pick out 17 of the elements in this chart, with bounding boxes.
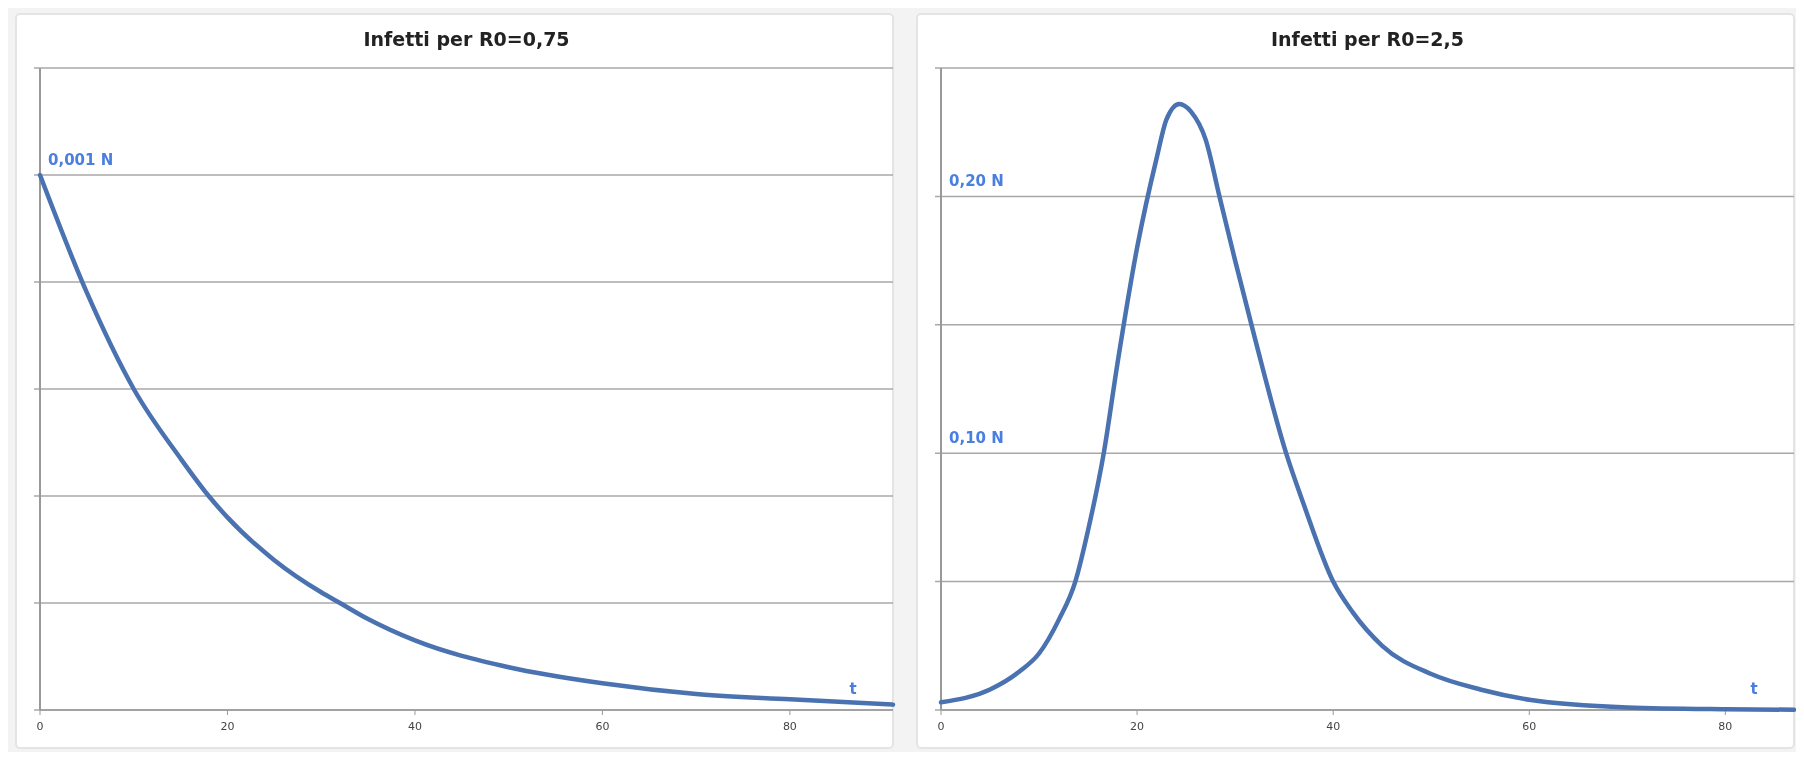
x-tick-label: 80 <box>782 720 797 733</box>
x-axis-title: t <box>849 680 857 698</box>
x-tick-label: 0 <box>36 720 44 733</box>
x-axis-title: t <box>1750 680 1758 698</box>
x-tick-label: 80 <box>1718 720 1733 733</box>
y-tick-label: 0,10 N <box>949 429 1004 448</box>
x-tick-label: 20 <box>220 720 235 733</box>
x-tick-label: 20 <box>1130 720 1145 733</box>
y-tick-label: 0,20 N <box>949 172 1004 191</box>
x-tick-label: 0 <box>937 720 945 733</box>
x-tick-label: 60 <box>595 720 610 733</box>
chart-title: Infetti per R0=0,75 <box>363 28 570 50</box>
chart-title: Infetti per R0=2,5 <box>1271 28 1464 50</box>
annotation: 0,001 N <box>48 151 114 169</box>
x-tick-label: 40 <box>1326 720 1341 733</box>
x-tick-label: 40 <box>407 720 422 733</box>
x-tick-label: 60 <box>1522 720 1537 733</box>
